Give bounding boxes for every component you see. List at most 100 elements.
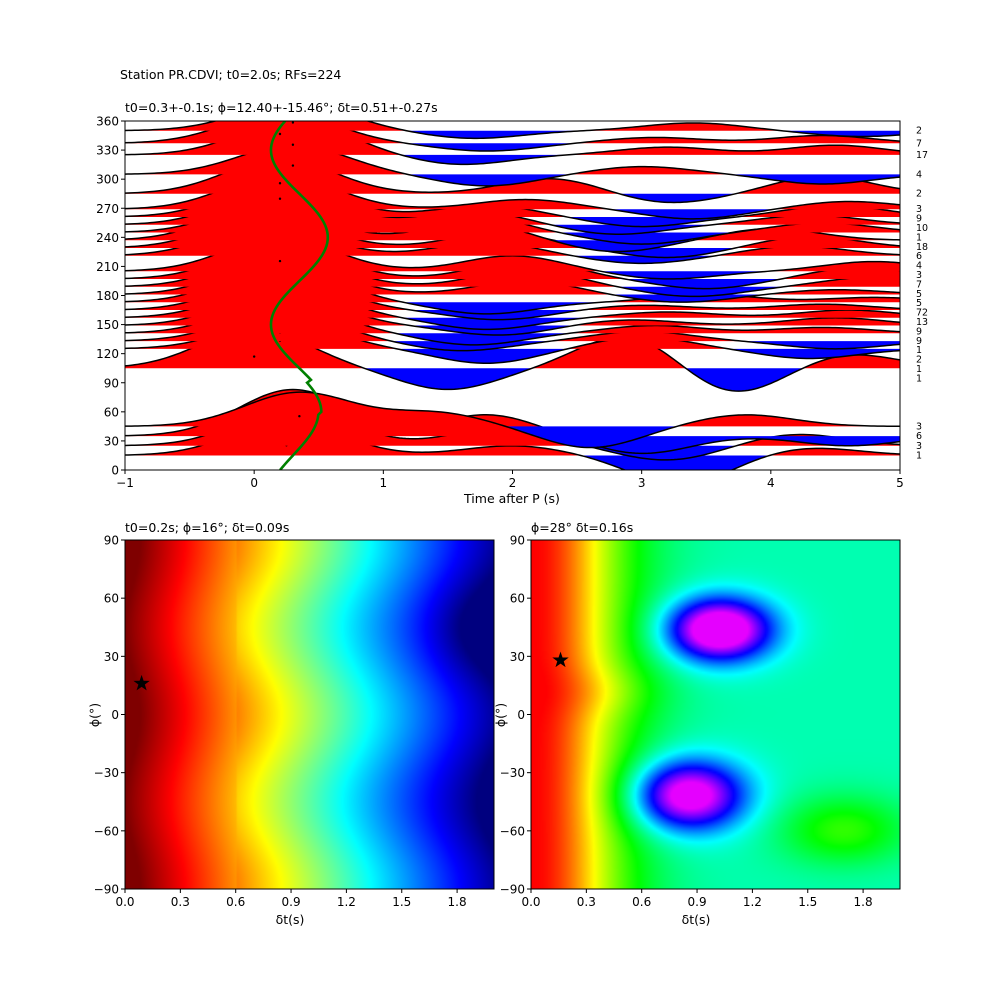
trace-count-label: 1	[916, 450, 922, 461]
rf-peak-dot	[278, 132, 282, 136]
trace-count-label: 6	[916, 431, 922, 442]
figure-suptitle: Station PR.CDVI; t0=2.0s; RFs=224	[120, 67, 341, 82]
top-y-tick-label: 240	[96, 231, 119, 245]
left-x-tick-label: 0.6	[226, 895, 245, 909]
trace-count-label: 3	[916, 441, 922, 452]
receiver-function-plot-area	[125, 121, 900, 470]
trace-count-label: 4	[916, 261, 922, 272]
trace-count-label: 72	[916, 308, 928, 319]
rf-peak-dot	[252, 355, 256, 358]
trace-count-label: 2	[916, 189, 922, 200]
trace-count-label: 3	[916, 270, 922, 281]
right-x-axis-label: δt(s)	[682, 912, 711, 927]
trace-count-label: 1	[916, 373, 922, 384]
top-panel-title: t0=0.3+-0.1s; ϕ=12.40+-15.46°; δt=0.51+-…	[125, 100, 438, 115]
top-x-tick-label: 0	[250, 476, 258, 490]
left-y-axis-label: ϕ(°)	[87, 703, 102, 727]
left-x-axis-label: δt(s)	[276, 912, 305, 927]
right-x-tick-label: 0.6	[632, 895, 651, 909]
rf-negative-fill	[125, 445, 900, 460]
rf-negative-fill	[125, 310, 900, 320]
rf-negative-fill	[125, 232, 900, 245]
rf-peak-dot	[278, 182, 282, 185]
trace-count-label: 17	[916, 150, 928, 161]
delay-time-curve	[269, 121, 330, 470]
left-y-tick-label: 30	[104, 650, 119, 664]
left-y-tick-label: −30	[94, 766, 119, 780]
rf-peak-dot	[291, 143, 295, 146]
left-y-tick-label: 0	[111, 708, 119, 722]
trace-count-label: 1	[916, 364, 922, 375]
trace-count-label: 5	[916, 289, 922, 300]
top-y-tick-label: 210	[96, 260, 119, 274]
right-heatmap	[531, 540, 900, 889]
trace-count-label: 1	[916, 232, 922, 243]
rf-negative-fill	[125, 247, 900, 258]
top-y-tick-label: 30	[104, 434, 119, 448]
trace-count-label: 1	[916, 345, 922, 356]
left-y-tick-label: −60	[94, 824, 119, 838]
rf-negative-fill	[125, 348, 900, 364]
trace-count-label: 9	[916, 326, 922, 337]
left-heatmap	[125, 540, 494, 889]
rf-peak-dot	[291, 164, 295, 167]
left-y-tick-label: 60	[104, 592, 119, 606]
right-x-tick-label: 0.0	[521, 895, 540, 909]
rf-trace	[125, 121, 900, 140]
right-y-ticks: −90 −60 −30 0 30 60 90	[500, 534, 531, 897]
best-fit-star	[552, 651, 569, 668]
left-y-tick-label: 90	[104, 534, 119, 548]
trace-count-label: 9	[916, 214, 922, 225]
top-y-tick-label: 330	[96, 144, 119, 158]
rf-negative-fill	[125, 333, 900, 345]
receiver-function-panel: t0=0.3+-0.1s; ϕ=12.40+-15.46°; δt=0.51+-…	[96, 100, 928, 506]
rf-negative-fill	[125, 302, 900, 314]
top-y-tick-label: 300	[96, 173, 119, 187]
left-best-fit-star	[133, 674, 150, 691]
left-x-tick-label: 0.0	[115, 895, 134, 909]
right-x-tick-label: 0.3	[577, 895, 596, 909]
trace-count-label: 5	[916, 298, 922, 309]
right-heatmap-field	[531, 540, 900, 889]
right-y-tick-label: 90	[510, 534, 525, 548]
best-fit-star	[133, 674, 150, 691]
right-x-ticks: 0.0 0.3 0.6 0.9 1.2 1.5 1.8	[521, 889, 873, 909]
right-y-tick-label: 0	[517, 708, 525, 722]
rf-trace-line	[125, 391, 900, 449]
top-y-tick-label: 150	[96, 318, 119, 332]
rf-peak-dot	[278, 197, 282, 200]
top-y-ticks: 0 30 60 90 120 150 180 210 240 270 300 330 360	[96, 115, 125, 478]
trace-count-label: 4	[916, 169, 922, 180]
rf-trace-line	[125, 388, 900, 455]
rf-peak-dot	[291, 121, 295, 124]
right-y-tick-label: −60	[500, 824, 525, 838]
rf-negative-fill	[125, 154, 900, 165]
rf-negative-fill	[125, 436, 900, 454]
top-y-tick-label: 60	[104, 405, 119, 419]
trace-count-label: 3	[916, 204, 922, 215]
right-x-tick-label: 0.9	[688, 895, 707, 909]
left-x-ticks: 0.0 0.3 0.6 0.9 1.2 1.5 1.8	[115, 889, 467, 909]
top-x-tick-label: 2	[509, 476, 517, 490]
trace-count-label: 3	[916, 421, 922, 432]
top-y-tick-label: 360	[96, 115, 119, 129]
top-y-tick-label: 270	[96, 202, 119, 216]
trace-count-label: 9	[916, 336, 922, 347]
rf-peak-dot	[278, 259, 282, 263]
top-x-tick-label: 1	[380, 476, 388, 490]
left-y-ticks: −90 −60 −30 0 30 60 90	[94, 534, 125, 897]
rf-negative-fill	[125, 174, 900, 186]
top-x-tick-label: 3	[638, 476, 646, 490]
top-x-tick-label: 5	[896, 476, 904, 490]
right-y-tick-label: −30	[500, 766, 525, 780]
trace-count-label: 18	[916, 242, 928, 253]
rf-negative-fill	[125, 317, 900, 330]
rf-trace-line	[125, 121, 900, 140]
trace-count-label: 7	[916, 138, 922, 149]
trace-count-label: 6	[916, 251, 922, 262]
top-x-tick-label: −1	[116, 476, 134, 490]
top-x-tick-label: 4	[767, 476, 775, 490]
trace-count-label: 13	[916, 317, 928, 328]
